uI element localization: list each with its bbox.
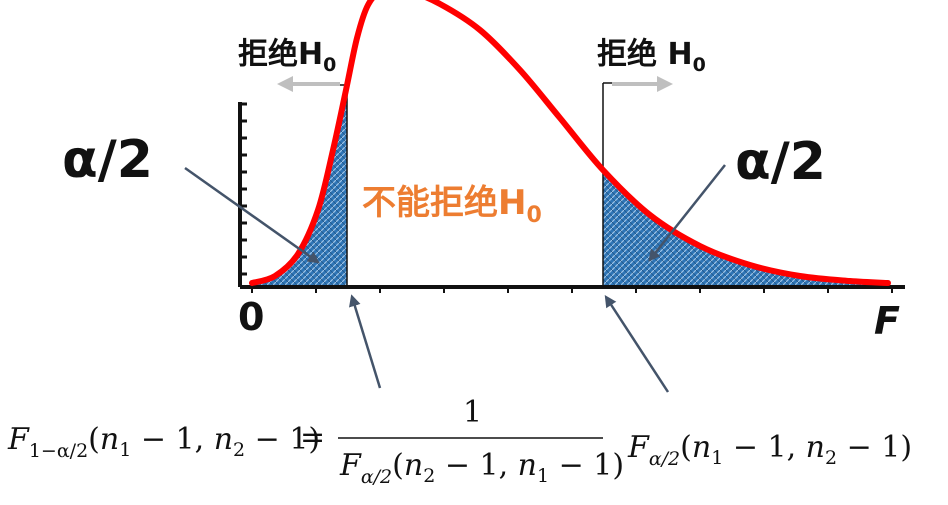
fraction-numerator: 1 bbox=[463, 395, 482, 430]
accept-region-label: 不能拒绝H0 bbox=[362, 183, 542, 228]
right-alpha-label: α/2 bbox=[735, 132, 826, 192]
density-curve bbox=[249, 0, 891, 286]
lower-critical-pointer bbox=[349, 294, 382, 389]
y-axis-ticks bbox=[240, 102, 247, 276]
left-rejection-area bbox=[252, 90, 347, 287]
equals-sign: = bbox=[300, 420, 325, 455]
lower-critical-formula: F1−α/2(n1 − 1, n2 − 1) bbox=[7, 422, 320, 462]
right-rejection-area bbox=[603, 170, 888, 287]
x-axis-label: F bbox=[874, 299, 900, 343]
upper-critical-formula: Fα/2(n1 − 1, n2 − 1) bbox=[627, 430, 912, 470]
left-alpha-label: α/2 bbox=[62, 130, 153, 190]
right-reject-label: 拒绝 H0 bbox=[597, 37, 706, 76]
x-axis-ticks bbox=[251, 287, 893, 293]
upper-critical-pointer bbox=[604, 294, 670, 393]
left-alpha-pointer bbox=[184, 166, 320, 264]
fraction-denominator: Fα/2(n2 − 1, n1 − 1) bbox=[339, 448, 624, 488]
origin-label: 0 bbox=[238, 295, 264, 339]
left-reject-label: 拒绝H0 bbox=[238, 37, 336, 76]
right-alpha-pointer bbox=[648, 164, 726, 262]
